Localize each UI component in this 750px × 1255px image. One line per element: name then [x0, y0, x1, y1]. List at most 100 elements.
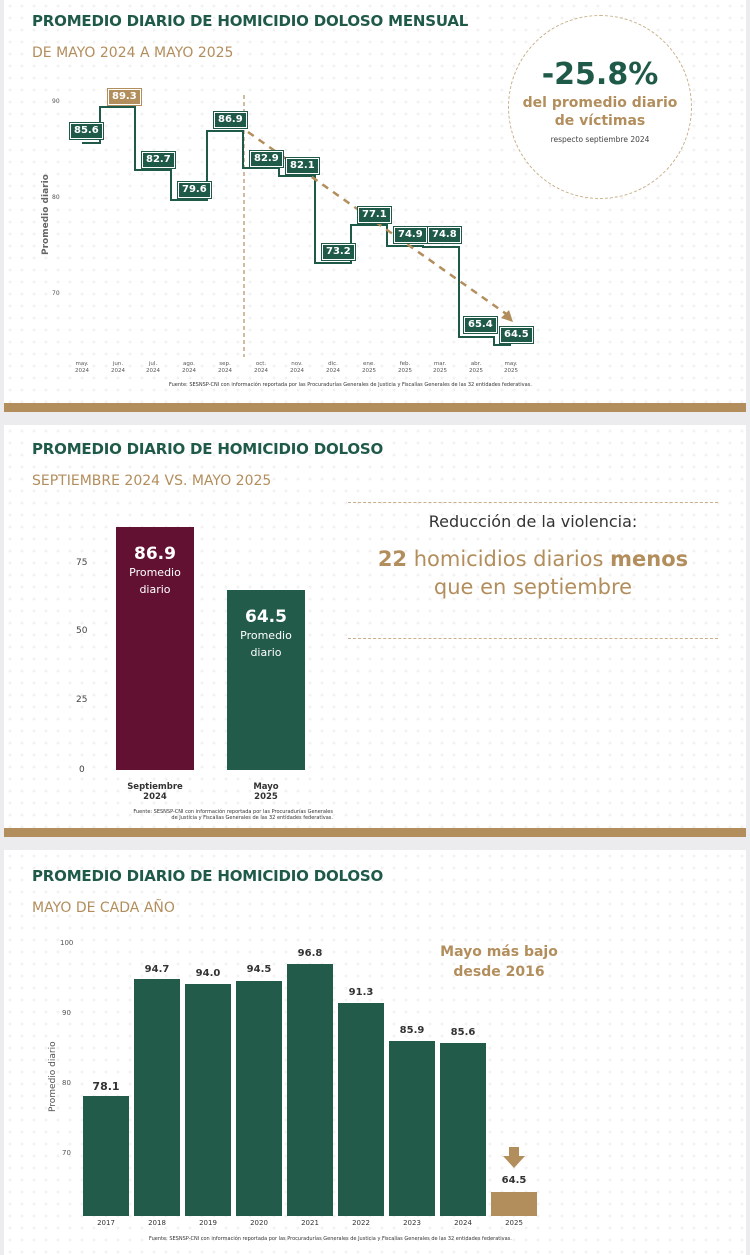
callout-line1: del promedio diario [522, 95, 678, 111]
x-label: ene. 2025 [362, 361, 376, 374]
bar-value: 91.3 [348, 987, 374, 998]
value-tag: 74.9 [393, 226, 428, 244]
bar-value: 94.7 [144, 964, 170, 975]
callout-heading: Reducción de la violencia: [428, 512, 638, 531]
y-tick: 75 [76, 558, 88, 568]
value-tag: 73.2 [321, 243, 356, 261]
panel-comparison-chart: PROMEDIO DIARIO DE HOMICIDIO DOLOSO SEPT… [4, 425, 746, 837]
y-tick: 50 [76, 626, 88, 636]
x-label: Septiembre 2024 [127, 782, 183, 802]
bar-2020 [236, 981, 282, 1216]
x-label: nov. 2024 [290, 361, 304, 374]
x-label: may. 2025 [504, 361, 518, 374]
bar-value: 64.5 [501, 1175, 527, 1186]
bar-value: 86.9 [134, 544, 176, 564]
bar-2025 [491, 1192, 537, 1216]
bar-label: diario [139, 583, 171, 596]
trend-arrow-icon [501, 310, 513, 322]
panel3-subtitle: MAYO DE CADA AÑO [32, 900, 175, 916]
x-label: mar. 2025 [433, 361, 447, 374]
value-tag: 86.9 [213, 111, 248, 129]
y-tick: 90 [62, 1009, 71, 1017]
value-tag: 79.6 [177, 181, 212, 199]
y-tick: 100 [60, 939, 74, 947]
x-label: 2020 [250, 1219, 268, 1227]
x-label: ago. 2024 [182, 361, 196, 374]
bar-2022 [338, 1003, 384, 1216]
reduction-callout: Reducción de la violencia: 22 homicidios… [348, 502, 718, 639]
bar-september-2024: 86.9 Promedio diario [116, 527, 194, 770]
panel-bottom-bar [4, 403, 746, 412]
panel1-title: PROMEDIO DIARIO DE HOMICIDIO DOLOSO MENS… [32, 12, 469, 30]
callout-note: respecto septiembre 2024 [550, 135, 650, 144]
x-label: 2024 [454, 1219, 472, 1227]
value-tag: 74.8 [427, 226, 462, 244]
callout-line2: de víctimas [554, 113, 646, 129]
callout-number: 22 [377, 547, 408, 571]
down-arrow-icon [503, 1147, 525, 1168]
source-note: Fuente: SESNSP-CNI con información repor… [133, 809, 333, 821]
source-note: Fuente: SESNSP-CNI con información repor… [149, 1236, 512, 1242]
callout-line2: que en septiembre [433, 575, 633, 599]
y-tick: 90 [52, 98, 60, 105]
x-label: 2022 [352, 1219, 370, 1227]
panel2-title: PROMEDIO DIARIO DE HOMICIDIO DOLOSO [32, 440, 384, 458]
value-tag: 85.6 [69, 122, 104, 140]
value-tag: 65.4 [463, 316, 498, 334]
bar-2019 [185, 984, 231, 1216]
y-tick: 70 [52, 290, 60, 297]
bar-2018 [134, 979, 180, 1216]
bar-value: 96.8 [297, 948, 323, 959]
bar-value: 94.0 [195, 968, 221, 979]
value-tag: 82.1 [285, 157, 320, 175]
bar-value: 94.5 [246, 964, 272, 975]
bar-2021 [287, 964, 333, 1216]
source-note: Fuente: SESNSP-CNI con información repor… [169, 382, 532, 388]
x-label: feb. 2025 [398, 361, 412, 374]
value-tag: 77.1 [357, 206, 392, 224]
x-label: 2023 [403, 1219, 421, 1227]
x-label: jun. 2024 [111, 361, 125, 374]
bar-may-2025: 64.5 Promedio diario [227, 590, 305, 770]
y-tick: 80 [52, 194, 60, 201]
x-label: sep. 2024 [218, 361, 232, 374]
bar-2017 [83, 1096, 129, 1216]
panel1-subtitle: DE MAYO 2024 A MAYO 2025 [32, 45, 234, 61]
value-tag: 82.7 [141, 151, 176, 169]
x-label: 2018 [148, 1219, 166, 1227]
y-tick: 25 [76, 695, 88, 705]
percent-change-value: -25.8% [541, 57, 659, 92]
panel2-subtitle: SEPTIEMBRE 2024 VS. MAYO 2025 [32, 473, 272, 489]
y-tick: 0 [79, 765, 85, 775]
callout-bold: menos [610, 547, 689, 571]
x-label: dic. 2024 [326, 361, 340, 374]
bar-value: 78.1 [92, 1080, 120, 1093]
x-label: may. 2024 [75, 361, 89, 374]
bar-value: 85.9 [399, 1025, 425, 1036]
panel-monthly-chart: PROMEDIO DIARIO DE HOMICIDIO DOLOSO MENS… [4, 0, 746, 412]
percent-change-callout: -25.8% del promedio diario de víctimas r… [508, 15, 692, 199]
value-tag: 82.9 [249, 150, 284, 168]
x-label: 2017 [97, 1219, 115, 1227]
bar-label: Promedio [129, 566, 181, 579]
bar-value: 64.5 [245, 607, 287, 627]
callout-main: 22 homicidios diarios menos [377, 547, 689, 571]
bar-label: diario [250, 646, 282, 659]
bar-label: Promedio [240, 629, 292, 642]
bar-2024 [440, 1043, 486, 1216]
value-tag-max: 89.3 [107, 88, 142, 106]
x-label: 2019 [199, 1219, 217, 1227]
x-label: 2025 [505, 1219, 523, 1227]
x-label: abr. 2025 [469, 361, 483, 374]
x-label: Mayo 2025 [253, 782, 279, 802]
value-tag: 64.5 [499, 326, 534, 344]
x-label: jul. 2024 [146, 361, 160, 374]
y-tick: 80 [62, 1079, 71, 1087]
y-tick: 70 [62, 1149, 71, 1157]
x-label: oct. 2024 [254, 361, 268, 374]
bar-value: 85.6 [450, 1027, 476, 1038]
panel-bottom-bar [4, 828, 746, 837]
lowest-may-callout: Mayo más bajo desde 2016 [440, 944, 558, 980]
panel-yearly-chart: PROMEDIO DIARIO DE HOMICIDIO DOLOSO MAYO… [4, 850, 746, 1255]
panel3-title: PROMEDIO DIARIO DE HOMICIDIO DOLOSO [32, 867, 384, 885]
